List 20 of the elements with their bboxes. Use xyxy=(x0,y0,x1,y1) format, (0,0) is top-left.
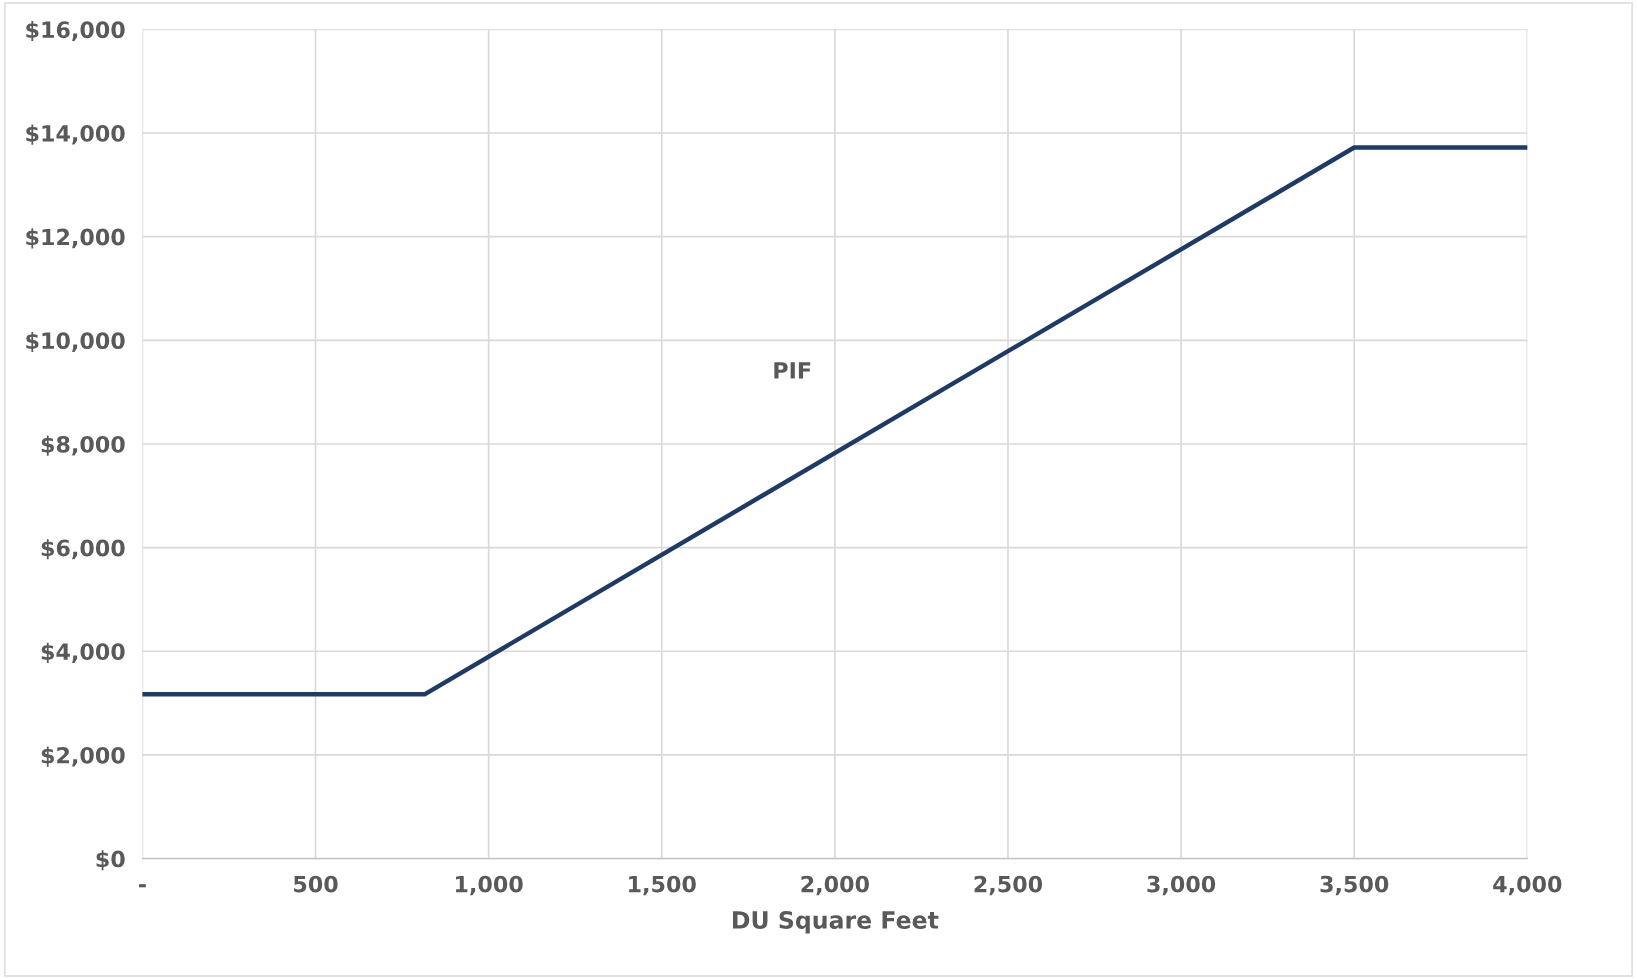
x-tick-label: - xyxy=(139,884,146,888)
y-tick-label: $4,000 xyxy=(41,642,125,663)
y-tick-label: $10,000 xyxy=(26,331,125,353)
y-tick-label: $8,000 xyxy=(41,435,125,456)
x-tick-label: 1,000 xyxy=(456,875,523,896)
y-tick-label: $14,000 xyxy=(26,124,125,145)
x-tick-label: 500 xyxy=(294,875,338,893)
x-tick-label: 2,500 xyxy=(974,875,1043,896)
x-tick-label: 1,500 xyxy=(629,875,696,896)
x-axis-title: DU Square Feet xyxy=(733,911,939,934)
x-tick-label: 2,000 xyxy=(801,875,869,896)
x-tick-label: 3,000 xyxy=(1147,875,1216,896)
y-tick-label: $0 xyxy=(96,850,125,871)
x-tick-label: 3,500 xyxy=(1320,875,1389,896)
x-tick-label: 4,000 xyxy=(1493,875,1562,896)
y-tick-label: $16,000 xyxy=(26,20,125,42)
y-tick-label: $12,000 xyxy=(26,228,125,249)
y-tick-label: $6,000 xyxy=(41,539,125,560)
y-tick-label: $2,000 xyxy=(41,746,125,767)
text: PIF xyxy=(774,362,811,379)
